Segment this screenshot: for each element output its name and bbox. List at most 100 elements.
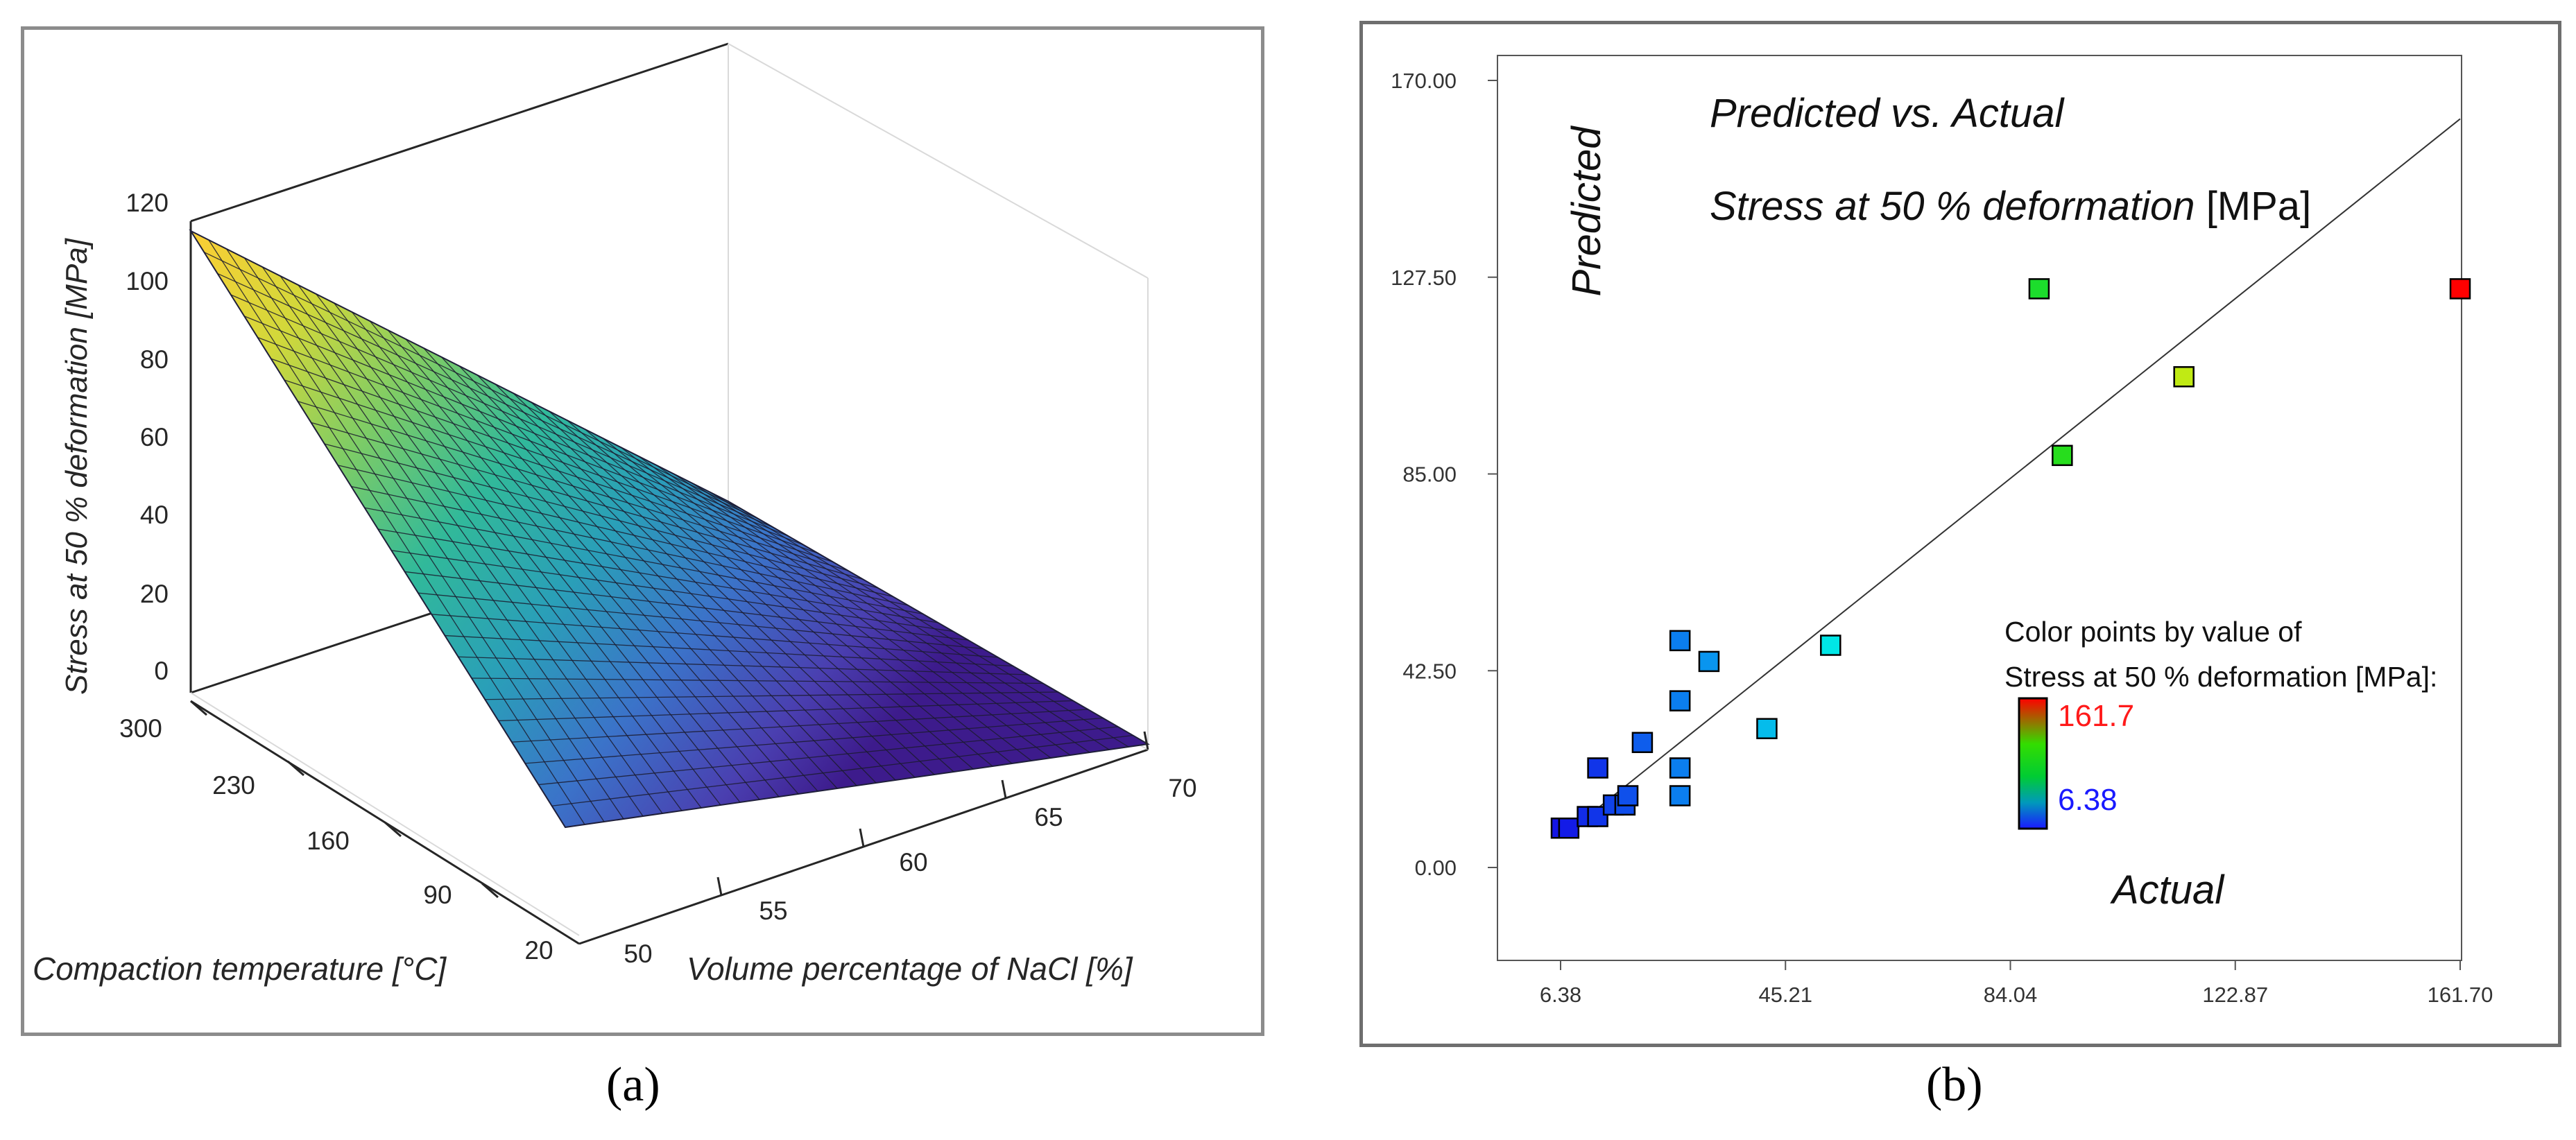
y-tick: 60 [899, 848, 927, 876]
mesh-line [280, 275, 663, 814]
back-wall-top [190, 42, 729, 223]
mesh-line [243, 257, 624, 820]
mesh-line [495, 383, 896, 781]
legend-colorbar [2018, 697, 2048, 830]
panel-a: 120 100 80 60 40 20 0 300 230 160 90 20 … [21, 26, 1264, 1036]
z-tick: 120 [126, 189, 169, 217]
z-tick: 20 [140, 580, 169, 608]
x-tick: 161.70 [2428, 983, 2493, 1007]
x-tick-labels: 6.38 45.21 84.04 122.87 161.70 [1540, 983, 2493, 1007]
y-tick-labels: 0.00 42.50 85.00 127.50 170.00 [1391, 69, 1457, 880]
y-tick: 127.50 [1391, 266, 1457, 290]
nacl-ticks [716, 731, 1149, 896]
mesh-line [351, 311, 741, 803]
x-axis-title: Compaction temperature [°C] [33, 951, 447, 987]
y-tick: 170.00 [1391, 69, 1457, 93]
z-tick-labels: 120 100 80 60 40 20 0 [126, 189, 169, 685]
data-point [1617, 785, 1639, 806]
x-tick: 160 [307, 827, 350, 855]
data-point [2052, 444, 2073, 467]
y-axis-title: Volume percentage of NaCl [%] [687, 951, 1133, 987]
x-tick: 300 [119, 714, 162, 743]
x-axis-title: Actual [2110, 867, 2225, 913]
panel-b: 0.00 42.50 85.00 127.50 170.00 6.38 45.2… [1359, 21, 2561, 1047]
surface-mesh [204, 239, 1133, 825]
data-point [1669, 785, 1691, 806]
mesh-line [549, 411, 954, 772]
data-point [1756, 718, 1778, 739]
mesh-line [405, 338, 799, 795]
data-point [2173, 366, 2195, 388]
mesh-line [476, 374, 877, 784]
nacl-tick-labels: 50 55 60 65 70 [624, 774, 1196, 968]
mesh-line [656, 465, 1071, 756]
data-point [2028, 278, 2050, 300]
z-tick: 0 [154, 657, 169, 685]
data-point [1669, 690, 1691, 711]
color-legend: Color points by value of Stress at 50 % … [2004, 616, 2437, 830]
x-tick: 6.38 [1540, 983, 1581, 1007]
mesh-line [369, 320, 760, 800]
temperature-tick-labels: 300 230 160 90 20 [119, 714, 553, 965]
surface-plot: 120 100 80 60 40 20 0 300 230 160 90 20 … [33, 42, 1197, 987]
y-tick: 42.50 [1402, 659, 1457, 683]
data-point [1820, 634, 1841, 656]
mesh-line [226, 248, 605, 822]
y-tick: 0.00 [1415, 856, 1457, 880]
chart-title-line1: Predicted vs. Actual [1710, 91, 2066, 136]
label-b: (b) [1926, 1058, 1983, 1112]
mesh-line [513, 392, 916, 778]
legend-min-value: 6.38 [2058, 783, 2118, 817]
z-axis-title: Stress at 50 % deformation [MPa] [60, 237, 94, 695]
data-point [1698, 650, 1720, 673]
y-tick: 65 [1034, 803, 1063, 831]
data-point [1587, 806, 1608, 827]
z-tick: 100 [126, 267, 169, 295]
z-tick: 40 [140, 501, 169, 529]
mesh-line [692, 483, 1110, 750]
mesh-line [334, 302, 721, 806]
scatter-plot: 0.00 42.50 85.00 127.50 170.00 6.38 45.2… [1391, 55, 2493, 1007]
data-point [1669, 757, 1691, 779]
x-tick: 230 [212, 771, 255, 800]
temperature-ticks [190, 700, 499, 899]
mesh-line [208, 239, 585, 825]
mesh-line [298, 284, 682, 811]
x-axis-ticks [1560, 960, 2461, 970]
mesh-line [638, 456, 1051, 759]
mesh-line [261, 266, 644, 817]
data-point [1587, 757, 1608, 779]
legend-max-value: 161.7 [2058, 699, 2134, 733]
y-axis-ticks [1488, 80, 1497, 868]
y-tick: 85.00 [1402, 463, 1457, 487]
mesh-line [567, 420, 974, 770]
mesh-line [710, 492, 1129, 748]
mesh-line [674, 474, 1090, 753]
mesh-line [620, 447, 1032, 761]
mesh-line [316, 293, 702, 809]
plot-frame [1497, 55, 2462, 961]
z-tick: 60 [140, 423, 169, 451]
mesh-line [584, 429, 993, 767]
data-point [1669, 630, 1691, 652]
data-point [1558, 818, 1580, 839]
mesh-line [531, 401, 935, 775]
z-tick: 80 [140, 345, 169, 374]
legend-title-line2: Stress at 50 % deformation [MPa]: [2004, 661, 2437, 693]
mesh-line [459, 365, 857, 786]
x-tick: 84.04 [1984, 983, 2038, 1007]
x-tick: 90 [423, 881, 452, 909]
chart-title-line2: Stress at 50 % deformation [MPa] [1710, 184, 2311, 229]
y-tick: 70 [1168, 774, 1196, 802]
data-points [1550, 278, 2471, 839]
mesh-line [602, 438, 1013, 764]
mesh-line [387, 329, 780, 797]
mesh-line [441, 356, 838, 789]
chart-title-line2-unit: [MPa] [2195, 184, 2312, 229]
legend-title-line1: Color points by value of [2004, 616, 2302, 648]
x-tick: 45.21 [1758, 983, 1812, 1007]
y-tick: 50 [624, 940, 652, 968]
y-axis-title: Predicted [1564, 126, 1609, 297]
y-tick: 55 [759, 897, 787, 925]
data-point [2449, 278, 2471, 300]
